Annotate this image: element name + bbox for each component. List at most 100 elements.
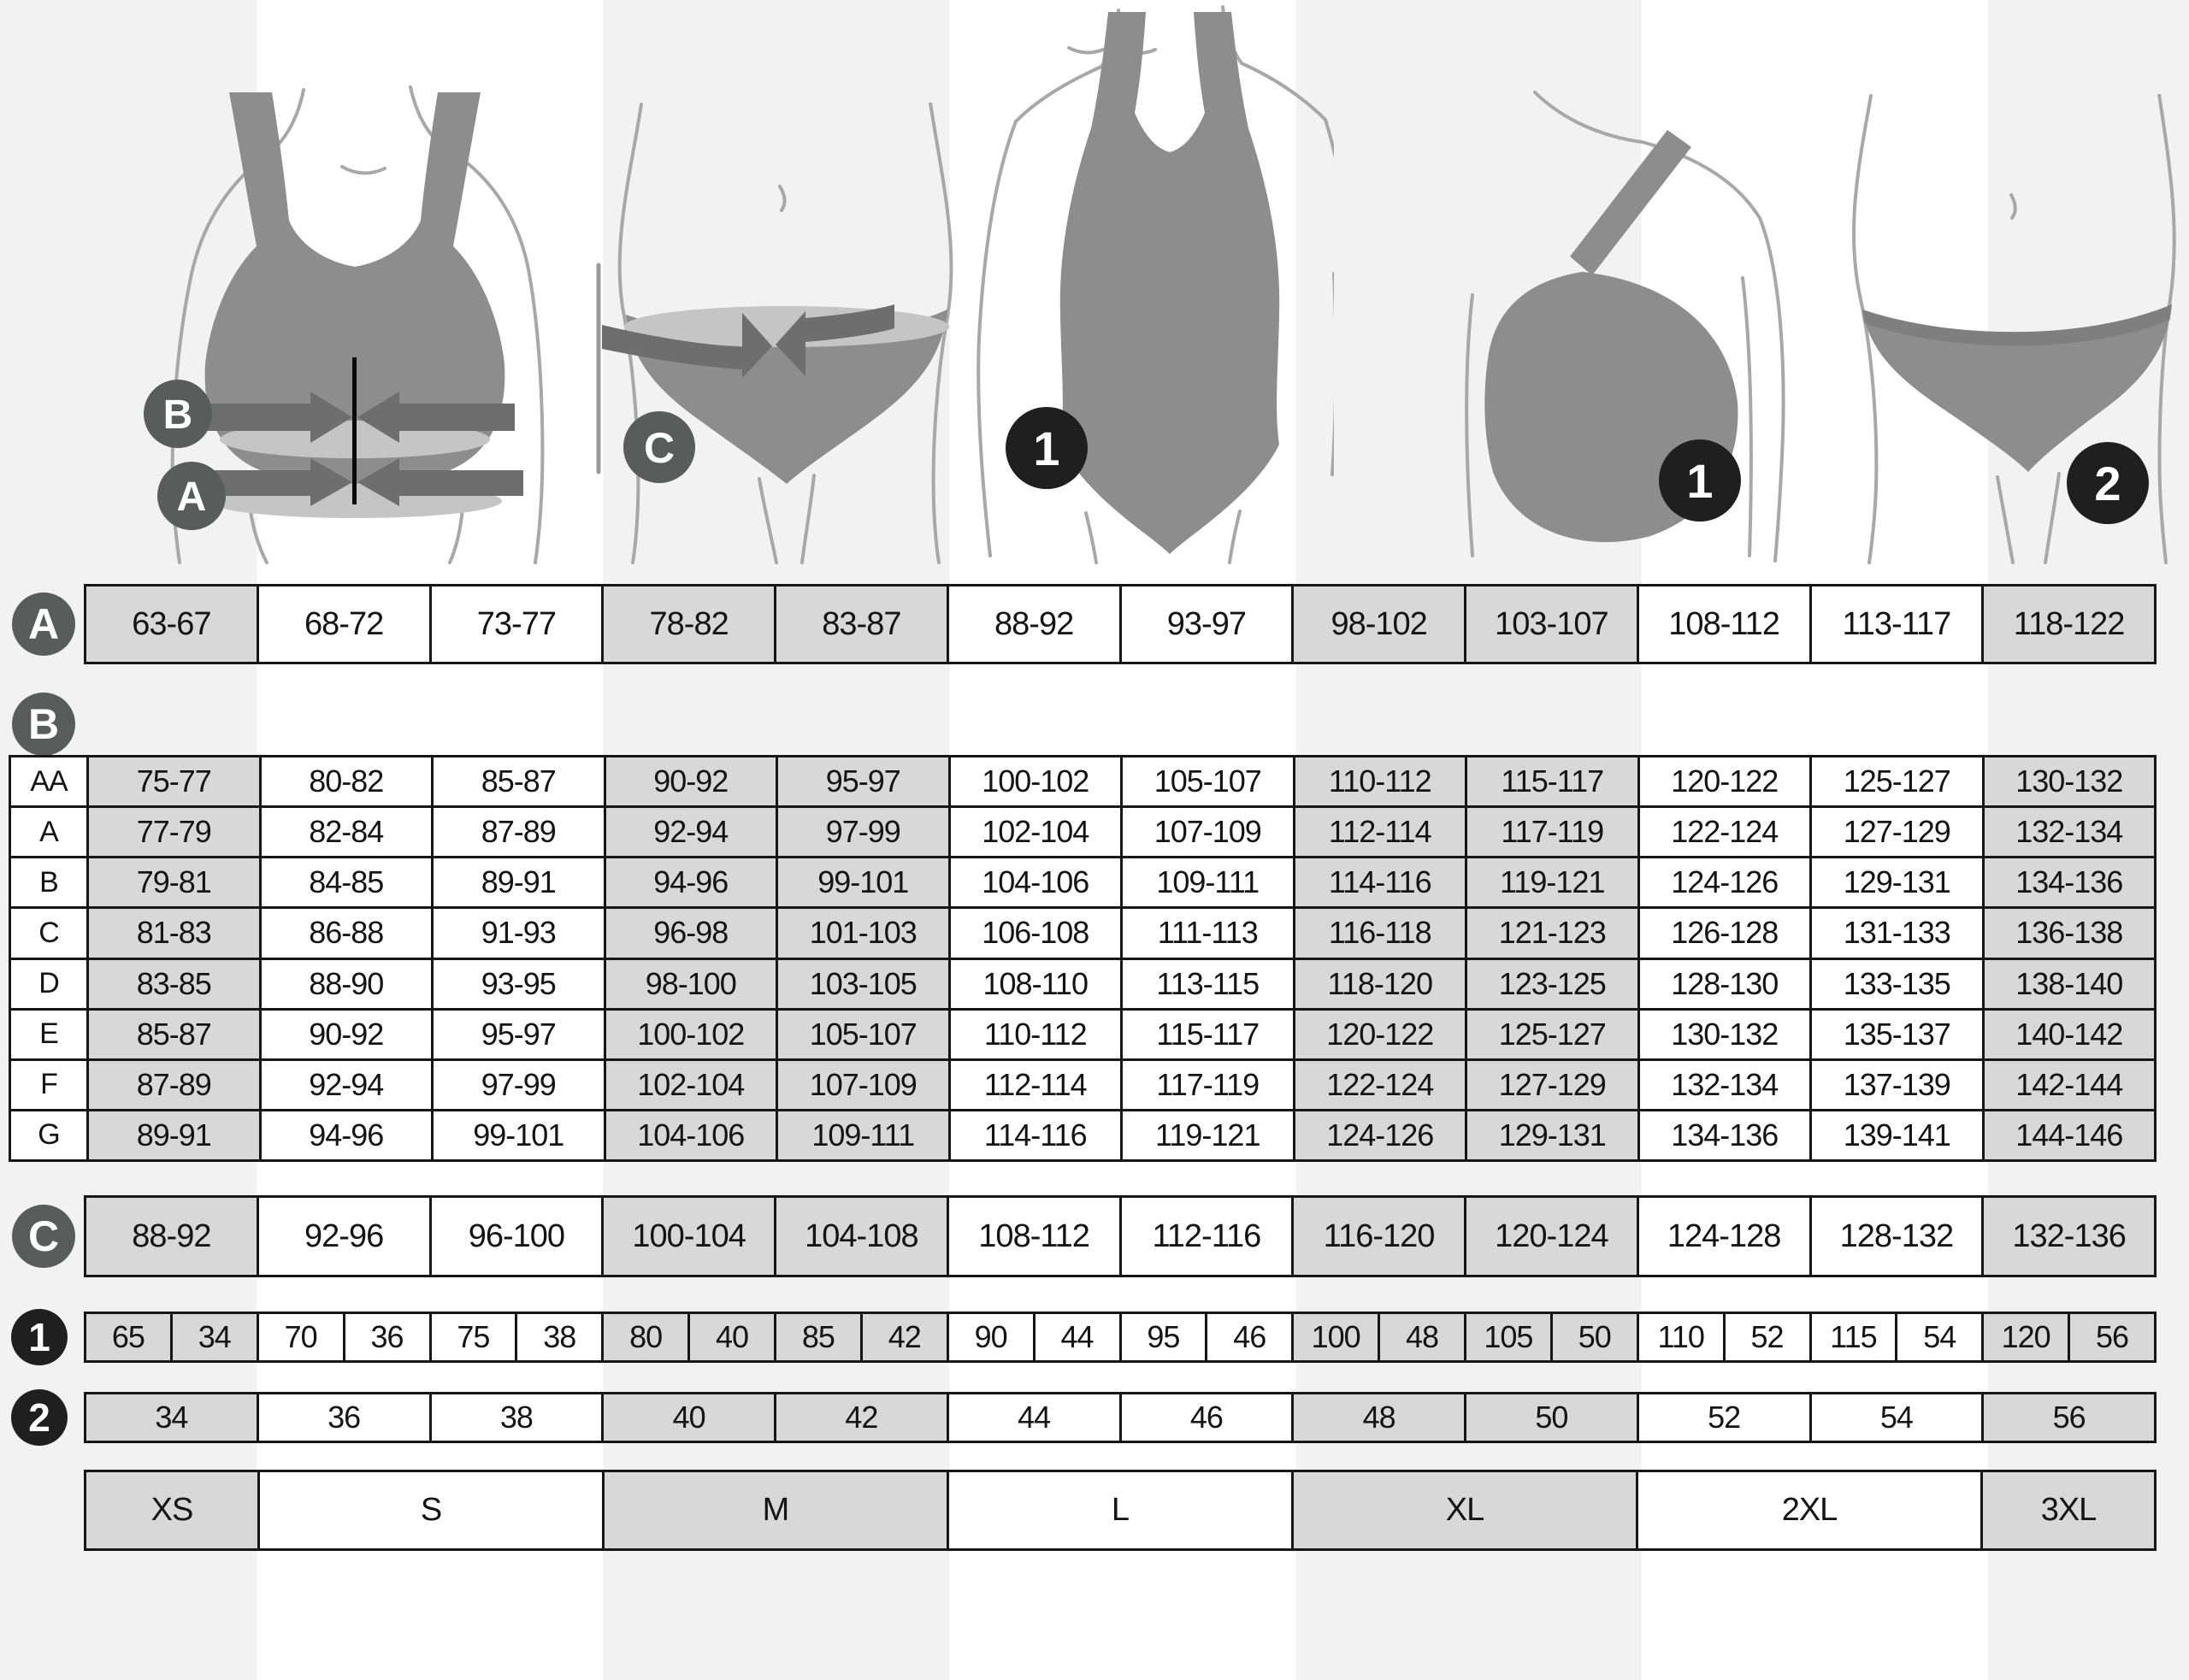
bust-range-cell: 77-79: [86, 808, 259, 857]
bust-range-cell: 96-98: [603, 909, 776, 958]
bust-range-cell: 113-115: [1120, 959, 1293, 1008]
bust-range-cell: 84-85: [258, 858, 431, 907]
numeric-size-cell: 38: [428, 1394, 602, 1441]
size-pair-cell: 65: [86, 1314, 170, 1360]
bust-range-cell: 114-116: [947, 1111, 1120, 1159]
letter-size-cell: 2XL: [1636, 1472, 1980, 1548]
underbust-cell: 103-107: [1464, 587, 1637, 662]
bust-range-cell: 94-96: [603, 858, 776, 907]
hip-range-row: 88-92 92-96 96-100 100-104 104-108 108-112 112…: [84, 1195, 2157, 1277]
bust-range-cell: 80-82: [258, 757, 431, 806]
svg-text:C: C: [644, 424, 675, 472]
bust-range-cell: 95-97: [431, 1010, 604, 1058]
bust-range-cell: 127-129: [1465, 1060, 1637, 1109]
bust-range-cell: 129-131: [1809, 858, 1982, 907]
bust-range-cell: 100-102: [603, 1010, 776, 1058]
bust-range-cell: 121-123: [1465, 909, 1637, 958]
bust-range-cell: 114-116: [1292, 858, 1465, 907]
bust-range-cell: 99-101: [776, 858, 948, 907]
svg-text:2: 2: [2094, 457, 2121, 510]
bust-range-cell: 98-100: [603, 959, 776, 1008]
bust-range-cell: 89-91: [86, 1111, 259, 1159]
marker-a-label: A: [27, 600, 60, 648]
numeric-size-cell: 42: [774, 1394, 947, 1441]
bust-range-cell: 87-89: [431, 808, 604, 857]
cup-table-row: G 89-91 94-96 99-101 104-106 109-111 114-116 11…: [11, 1108, 2154, 1159]
bust-range-cell: 75-77: [86, 757, 259, 806]
hip-cell: 96-100: [428, 1198, 602, 1275]
bust-range-cell: 119-121: [1120, 1111, 1293, 1159]
bust-range-cell: 120-122: [1637, 757, 1809, 806]
figure-badge-a: A: [157, 462, 226, 530]
bust-range-cell: 85-87: [86, 1010, 259, 1058]
bust-range-cell: 112-114: [1292, 808, 1465, 857]
hip-measure-band: [602, 304, 894, 378]
size-pair-cell: 110: [1636, 1314, 1723, 1360]
letter-size-cell: XL: [1291, 1472, 1636, 1548]
underbust-cell: 93-97: [1118, 587, 1292, 662]
bust-range-cell: 120-122: [1292, 1010, 1465, 1058]
size-pair-cell: 100: [1291, 1314, 1378, 1360]
bust-range-cell: 117-119: [1120, 1060, 1293, 1109]
figure-badge-2-panties: 2: [2067, 442, 2149, 524]
cup-row-label: D: [11, 959, 86, 1008]
cup-row-label: AA: [11, 757, 86, 806]
bust-range-cell: 132-134: [1637, 1060, 1809, 1109]
size-pair-cell: 36: [342, 1314, 429, 1360]
bust-range-cell: 124-126: [1637, 858, 1809, 907]
underbust-range-row: 63-67 68-72 73-77 78-82 83-87 88-92 93-97 98-10…: [84, 584, 2157, 664]
underbust-cell: 68-72: [256, 587, 429, 662]
size-pair-cell: 80: [601, 1314, 688, 1360]
letter-size-cell: L: [947, 1472, 1291, 1548]
bust-range-cell: 104-106: [603, 1111, 776, 1159]
bust-range-cell: 122-124: [1637, 808, 1809, 857]
size-pair-cell: 38: [515, 1314, 602, 1360]
bust-range-cell: 130-132: [1637, 1010, 1809, 1058]
bust-range-cell: 97-99: [431, 1060, 604, 1109]
cup-table-row: A 77-79 82-84 87-89 92-94 97-99 102-104 107-109…: [11, 805, 2154, 857]
bust-range-cell: 127-129: [1809, 808, 1982, 857]
numeric-size-cell: 36: [256, 1394, 429, 1441]
cup-table-row: E 85-87 90-92 95-97 100-102 105-107 110-112 115…: [11, 1007, 2154, 1058]
hip-cell: 116-120: [1291, 1198, 1464, 1275]
bust-range-cell: 90-92: [258, 1010, 431, 1058]
marker-b: B: [12, 693, 75, 756]
size-pair-cell: 40: [687, 1314, 774, 1360]
bust-range-cell: 136-138: [1981, 909, 2154, 958]
cup-row-label: G: [11, 1111, 86, 1159]
size-pair-cell: 44: [1032, 1314, 1119, 1360]
bust-range-cell: 109-111: [776, 1111, 948, 1159]
bust-range-cell: 92-94: [603, 808, 776, 857]
cup-table-row: B 79-81 84-85 89-91 94-96 99-101 104-106 109-11…: [11, 856, 2154, 907]
bust-range-cell: 99-101: [431, 1111, 604, 1159]
figure-swimsuit: 1: [976, 5, 1334, 564]
cup-row-label: A: [11, 808, 86, 857]
underbust-cell: 108-112: [1636, 587, 1809, 662]
size-pair-cell: 50: [1549, 1314, 1637, 1360]
bust-range-cell: 107-109: [776, 1060, 948, 1109]
bust-measure-band: [195, 392, 515, 443]
marker-2: 2: [11, 1389, 68, 1446]
svg-text:1: 1: [1033, 421, 1059, 475]
bust-range-cell: 101-103: [776, 909, 948, 958]
bust-range-cell: 130-132: [1981, 757, 2154, 806]
size-pair-cell: 90: [946, 1314, 1033, 1360]
letter-size-cell: M: [602, 1472, 947, 1548]
hip-cell: 108-112: [946, 1198, 1119, 1275]
cup-table-row: AA 75-77 80-82 85-87 90-92 95-97 100-102 105-10…: [11, 757, 2154, 806]
cup-row-label: E: [11, 1010, 86, 1058]
underbust-cell: 88-92: [946, 587, 1119, 662]
bust-range-cell: 106-108: [947, 909, 1120, 958]
bust-range-cell: 91-93: [431, 909, 604, 958]
swimsuit-illustration: [1059, 12, 1280, 554]
bust-range-cell: 128-130: [1637, 959, 1809, 1008]
bust-range-cell: 118-120: [1292, 959, 1465, 1008]
numeric-size-cell: 48: [1291, 1394, 1464, 1441]
letter-size-cell: 3XL: [1980, 1472, 2154, 1548]
underbust-cell: 63-67: [86, 587, 257, 662]
hip-cell: 120-124: [1464, 1198, 1637, 1275]
bust-range-cell: 133-135: [1809, 959, 1982, 1008]
bust-range-cell: 81-83: [86, 909, 259, 958]
panties-illustration-2: [1862, 304, 2172, 472]
